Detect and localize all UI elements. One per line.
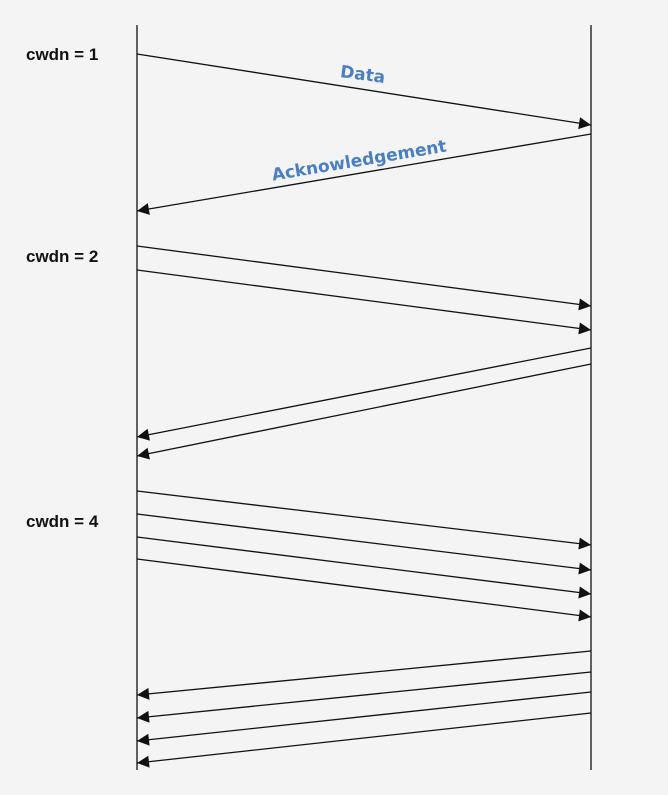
ack-arrow — [136, 712, 592, 768]
data-arrow — [136, 53, 592, 130]
data-arrow — [136, 490, 592, 550]
ack-arrow — [136, 347, 592, 441]
data-arrow — [136, 513, 592, 575]
ack-arrow — [136, 133, 592, 215]
cwnd-label-2: cwdn = 2 — [26, 247, 98, 266]
cwnd-label-1: cwdn = 1 — [26, 45, 98, 64]
data-arrow — [136, 245, 592, 311]
message-arrows — [136, 53, 592, 768]
ack-arrow — [136, 650, 592, 700]
data-arrow — [136, 558, 592, 622]
ack-arrow — [136, 671, 592, 723]
ack-label: Acknowledgement — [270, 137, 448, 186]
ack-arrow — [136, 363, 592, 460]
cwnd-label-4: cwdn = 4 — [26, 512, 99, 531]
data-arrow — [136, 536, 592, 599]
ack-arrow — [136, 691, 592, 746]
data-arrow — [136, 269, 592, 335]
data-label: Data — [339, 62, 386, 88]
